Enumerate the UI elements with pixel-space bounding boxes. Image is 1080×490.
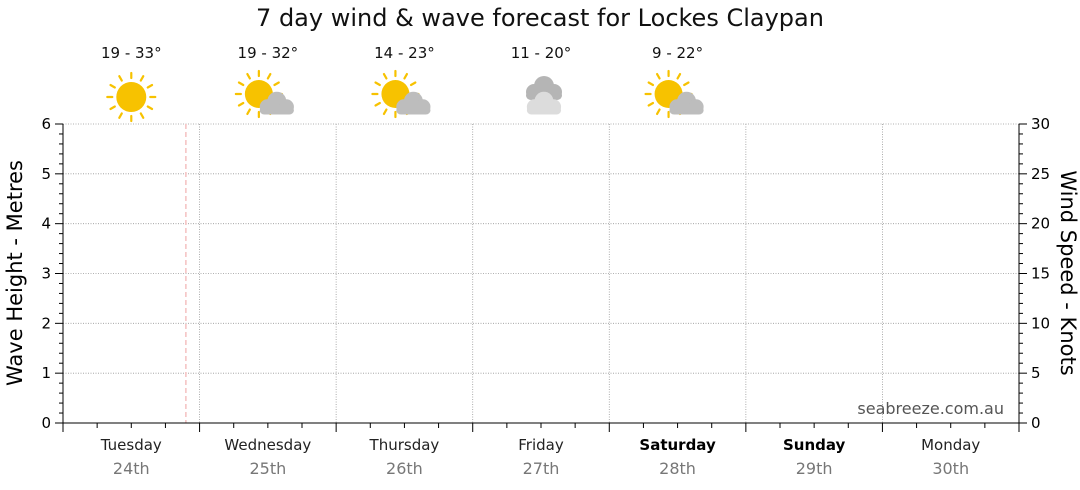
sun-cloud-icon: [371, 69, 431, 119]
temperature-range-label: 19 - 32°: [238, 44, 299, 62]
right-tick-label: 10: [1031, 314, 1050, 332]
day-date-label: 28th: [659, 459, 696, 478]
day-name-label: Thursday: [369, 436, 440, 454]
day-name-label: Sunday: [783, 436, 846, 454]
right-axis-ticks: 0 5 10 15 20 25 30: [1019, 115, 1050, 432]
right-tick-label: 25: [1031, 165, 1050, 183]
left-tick-label: 6: [41, 115, 51, 133]
left-tick-label: 3: [41, 265, 51, 283]
right-tick-label: 30: [1031, 115, 1050, 133]
day-labels: Tuesday 24th Wednesday 25th Thursday 26th Frid…: [100, 436, 981, 478]
day-date-label: 30th: [932, 459, 969, 478]
temperature-range-label: 9 - 22°: [652, 44, 703, 62]
left-tick-label: 1: [41, 364, 51, 382]
sun-cloud-icon: [234, 69, 294, 119]
day-name-label: Monday: [921, 436, 980, 454]
cloud-icon: [526, 76, 562, 115]
sun-icon: [106, 71, 157, 123]
cloud-shape: [526, 91, 562, 115]
right-axis-title: Wind Speed - Knots: [1056, 170, 1080, 375]
weather-forecast-row: 19 - 33° 19 - 32° 14 - 23° 11 - 20° 9 - 22°: [101, 44, 704, 123]
day-date-label: 27th: [523, 459, 560, 478]
left-tick-label: 0: [41, 414, 51, 432]
day-date-label: 24th: [113, 459, 150, 478]
day-date-label: 26th: [386, 459, 423, 478]
right-tick-label: 5: [1031, 364, 1041, 382]
sun-rays: [106, 71, 157, 123]
left-axis-ticks: 0 1 2 3 4 5 6: [41, 115, 63, 432]
day-name-label: Tuesday: [100, 436, 162, 454]
day-name-label: Friday: [518, 436, 564, 454]
day-date-label: 25th: [249, 459, 286, 478]
grid-lines: [63, 123, 1019, 423]
temperature-range-label: 19 - 33°: [101, 44, 162, 62]
chart-title: 7 day wind & wave forecast for Lockes Cl…: [256, 4, 824, 32]
sun-disc: [116, 82, 147, 112]
day-name-label: Wednesday: [224, 436, 311, 454]
left-tick-label: 2: [41, 314, 51, 332]
left-tick-label: 5: [41, 165, 51, 183]
right-tick-label: 20: [1031, 215, 1050, 233]
axes: [62, 124, 1020, 432]
temperature-range-label: 14 - 23°: [374, 44, 435, 62]
day-name-label: Saturday: [639, 436, 716, 454]
cloud-shape: [396, 91, 431, 115]
cloud-shape: [259, 91, 294, 115]
temperature-range-label: 11 - 20°: [511, 44, 572, 62]
left-axis-title: Wave Height - Metres: [3, 160, 27, 386]
left-tick-label: 4: [41, 215, 51, 233]
right-tick-label: 0: [1031, 414, 1041, 432]
cloud-shape: [669, 91, 704, 115]
sun-cloud-icon: [644, 69, 704, 119]
day-date-label: 29th: [796, 459, 833, 478]
watermark: seabreeze.com.au: [857, 399, 1004, 418]
right-tick-label: 15: [1031, 265, 1050, 283]
